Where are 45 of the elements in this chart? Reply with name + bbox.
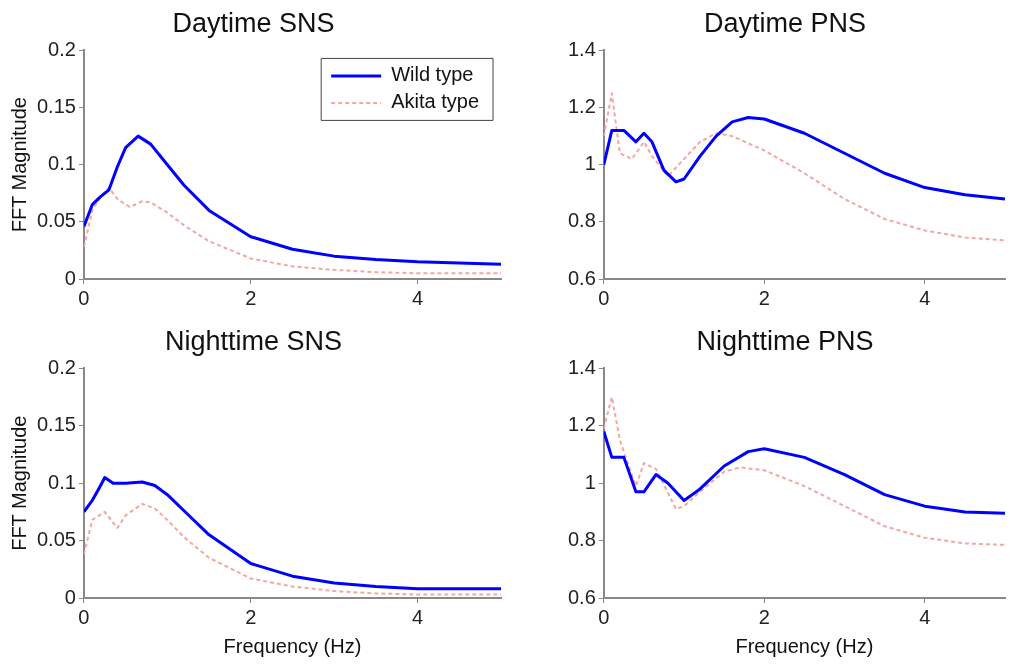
x-tick-label: 0 (78, 286, 90, 309)
x-tick-label: 0 (598, 286, 610, 309)
x-tick-label: 4 (919, 605, 931, 628)
y-tick-label: 0.15 (36, 95, 76, 118)
y-tick-label: 1.4 (567, 37, 596, 60)
x-axis-title: Frequency (Hz) (735, 634, 874, 657)
x-axis-title: Frequency (Hz) (223, 634, 362, 657)
y-tick-label: 0.1 (48, 470, 76, 493)
y-tick-label: 0 (64, 585, 76, 608)
chart-title: Nighttime PNS (696, 325, 874, 356)
line-series (603, 92, 1005, 242)
x-tick-label: 2 (245, 605, 257, 628)
x-tick-label: 2 (245, 286, 257, 309)
legend-label: Wild type (391, 63, 474, 86)
legend-label: Akita type (391, 90, 480, 113)
y-tick-label: 1.2 (567, 95, 596, 118)
y-tick-label: 0.6 (567, 585, 596, 608)
y-tick-label: 0.8 (567, 528, 596, 551)
y-tick-label: 1 (584, 152, 596, 175)
chart-title: Daytime PNS (703, 7, 867, 38)
y-tick-label: 1.4 (567, 355, 596, 378)
y-tick-label: 1 (584, 470, 596, 493)
chart-title: Nighttime SNS (164, 325, 343, 356)
line-series (603, 396, 1005, 546)
y-tick-label: 0.6 (567, 266, 596, 289)
y-tick-label: 0 (64, 266, 76, 289)
y-axis-title: FFT Magnitude (7, 415, 30, 551)
y-tick-label: 0.8 (567, 209, 596, 232)
x-tick-label: 0 (598, 605, 610, 628)
y-tick-label: 0.1 (48, 152, 76, 175)
y-tick-label: 1.2 (567, 413, 596, 436)
y-tick-label: 0.2 (48, 355, 76, 378)
x-tick-label: 4 (412, 286, 424, 309)
chart-title: Daytime SNS (172, 7, 335, 38)
x-tick-label: 2 (758, 605, 770, 628)
y-tick-label: 0.15 (36, 413, 76, 436)
y-axis-title: FFT Magnitude (7, 97, 30, 233)
x-tick-label: 4 (919, 286, 931, 309)
x-tick-label: 4 (412, 605, 424, 628)
y-tick-label: 0.05 (36, 209, 76, 232)
y-tick-label: 0.2 (48, 37, 76, 60)
y-tick-label: 0.05 (36, 528, 76, 551)
x-tick-label: 0 (78, 605, 90, 628)
line-series (83, 186, 501, 275)
x-tick-label: 2 (758, 286, 770, 309)
